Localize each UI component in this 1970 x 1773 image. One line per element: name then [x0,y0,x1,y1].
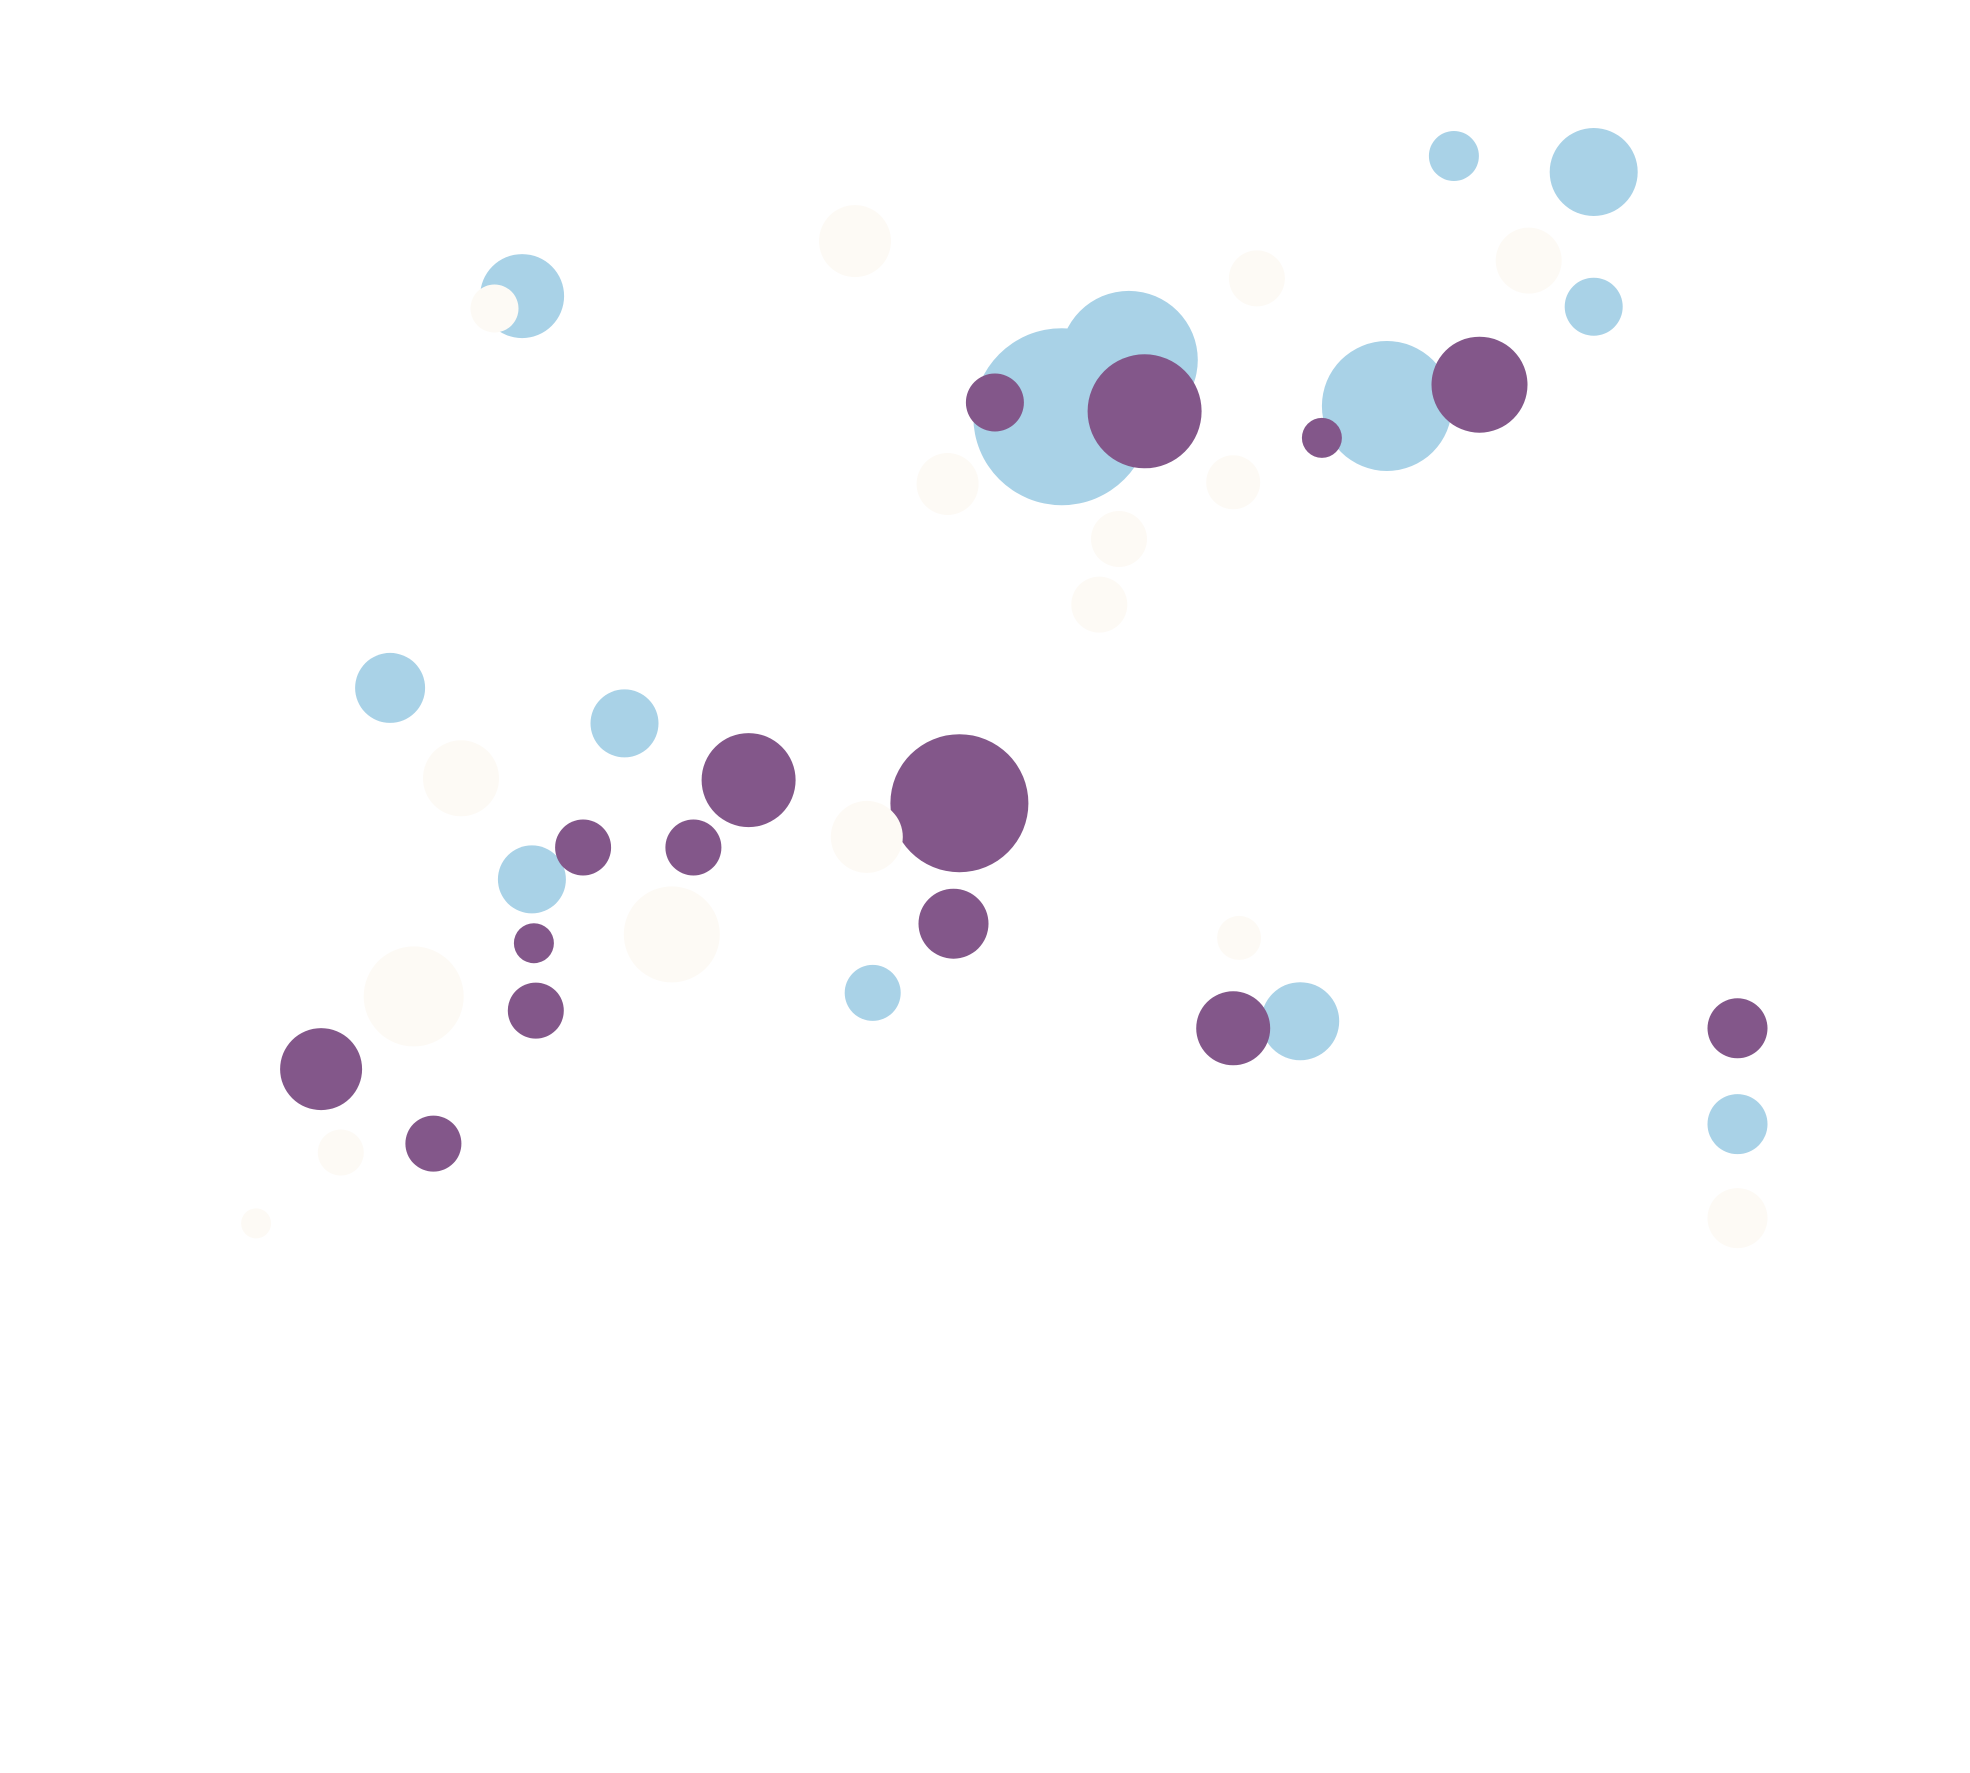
bubble-series-1-point-5 [1321,341,1452,471]
bubble-series-2-point-1 [890,734,1029,873]
bubble-series-2-point-6 [507,982,564,1039]
bubble-series-3-point-14 [317,1129,364,1176]
bubble-series-1-point-8 [1564,277,1623,336]
bubble-series-1-point-2 [355,652,426,723]
bubble-series-3-point-15 [241,1208,272,1239]
bubble-series-2-point-5 [513,923,554,964]
bubble-series-1-point-7 [1428,131,1479,181]
bubble-series-2-point-8 [405,1115,462,1172]
bubble-series-3-point-5 [916,453,979,515]
bubble-series-2-point-3 [555,819,612,876]
bubble-series-3-point-1 [819,205,891,278]
bubble-series-3-point-10 [423,740,499,817]
bubble-series-2-point-10 [965,373,1024,432]
bubble-series-2-point-11 [1431,336,1528,433]
bubble-series-1-point-11 [844,964,901,1021]
bubble-series-2-point-9 [1087,354,1202,469]
bubble-marks [241,128,1768,1249]
bubble-series-3-point-4 [1495,227,1562,294]
bubble-series-2-point-15 [1707,998,1768,1059]
bubble-series-3-point-9 [830,800,903,873]
bubble-series-1-point-10 [497,845,566,914]
bubble-series-1-point-9 [590,689,659,758]
bubble-series-1-point-13 [1707,1094,1768,1155]
bubble-series-3-point-7 [1091,511,1147,567]
bubble-series-2-point-7 [280,1028,363,1111]
bubble-series-3-point-13 [1217,915,1262,960]
bubble-series-3-point-16 [1707,1188,1768,1249]
bubble-series-3-point-3 [1228,250,1285,307]
bubble-series-3-point-2 [470,284,519,333]
bubble-series-2-point-12 [1301,417,1342,458]
bubble-series-1-point-12 [1261,982,1340,1061]
bubble-series-2-point-4 [665,819,722,876]
bubble-series-3-point-6 [1206,455,1261,510]
bubble-series-1-point-6 [1549,128,1638,216]
bubble-series-3-point-12 [363,946,464,1047]
bubble-series-2-point-14 [1196,991,1271,1066]
bubble-series-3-point-8 [1071,576,1128,633]
bubble-series-3-point-11 [623,886,720,983]
bubble-series-2-point-13 [918,888,989,959]
bubble-series-2-point-2 [701,733,796,828]
